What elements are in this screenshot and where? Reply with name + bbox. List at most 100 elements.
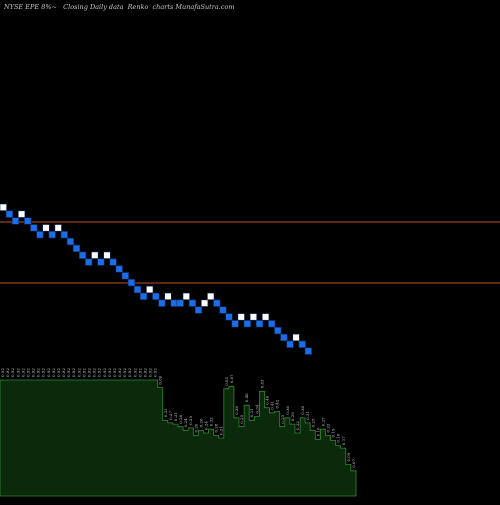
renko-brick-17-down: [97, 258, 105, 266]
volume-label-44: 0.21: [219, 426, 224, 435]
renko-brick-49-up: [292, 333, 300, 342]
renko-brick-21-down: [121, 272, 129, 280]
renko-brick-50-down: [298, 340, 306, 348]
renko-brick-24-down: [140, 292, 148, 300]
renko-brick-33-down: [194, 306, 203, 314]
volume-label-40: 0.26: [198, 418, 203, 427]
renko-brick-39-down: [231, 320, 239, 328]
renko-brick-29-down: [170, 299, 178, 307]
volume-label-3: 0.92: [10, 368, 15, 377]
volume-label-29: 0.92: [142, 368, 147, 377]
renko-brick-47-down: [280, 333, 288, 342]
volume-label-18: 0.92: [87, 368, 92, 377]
volume-area: [0, 379, 357, 497]
volume-label-39: 0.20: [193, 423, 198, 432]
volume-label-63: 0.16: [315, 427, 320, 436]
renko-brick-18-up: [103, 251, 111, 259]
renko-brick-13-down: [72, 244, 81, 253]
renko-brick-3-down: [11, 217, 20, 225]
volume-label-32: 0.86: [158, 375, 163, 384]
renko-brick-28-up: [164, 292, 172, 300]
volume-label-15: 0.92: [71, 368, 76, 377]
volume-label-12: 0.92: [56, 368, 61, 377]
renko-brick-26-down: [152, 292, 160, 300]
volume-label-34: 0.27: [168, 411, 173, 420]
header-change: 8%~: [41, 3, 57, 11]
renko-brick-5-down: [24, 217, 32, 225]
renko-brick-14-down: [79, 251, 87, 259]
volume-label-49: 0.48: [244, 393, 249, 402]
volume-label-17: 0.92: [81, 368, 86, 377]
volume-label-48: 0.25: [239, 414, 244, 423]
renko-brick-31-up: [182, 292, 190, 300]
volume-label-47: 0.36: [234, 405, 239, 414]
volume-label-42: 0.32: [209, 417, 214, 426]
renko-brick-7-down: [36, 231, 44, 239]
renko-brick-1-up: [0, 203, 7, 211]
renko-brick-40-up: [237, 313, 245, 321]
volume-label-43: 0.28: [214, 423, 219, 432]
volume-label-6: 0.92: [26, 368, 31, 377]
renko-brick-46-down: [274, 326, 282, 335]
volume-label-50: 0.31: [249, 408, 254, 417]
header-caption: Closing Daily data: [63, 3, 123, 11]
volume-label-19: 0.92: [92, 368, 97, 377]
volume-label-8: 0.92: [36, 368, 41, 377]
volume-label-59: 0.22: [295, 421, 300, 430]
header-text: NYSE EPE 8%~ Closing Daily data Renko ch…: [3, 3, 235, 11]
volume-label-53: 0.46: [265, 395, 270, 404]
volume-label-61: 0.31: [305, 411, 310, 420]
volume-label-20: 0.92: [97, 368, 102, 377]
volume-label-13: 0.92: [61, 368, 66, 377]
renko-brick-4-up: [17, 210, 26, 218]
renko-brick-9-down: [48, 231, 56, 239]
renko-brick-37-down: [219, 306, 227, 314]
renko-brick-11-down: [60, 231, 68, 239]
volume-label-2: 0.92: [5, 368, 10, 377]
volume-label-56: 0.25: [280, 414, 285, 423]
renko-brick-15-down: [85, 258, 93, 266]
renko-brick-51-down: [304, 347, 312, 355]
volume-label-62: 0.25: [310, 418, 315, 427]
header-chart-kind: Renko: [127, 3, 149, 11]
renko-brick-2-down: [5, 210, 13, 218]
volume-label-9: 0.92: [41, 368, 46, 377]
volume-label-31: 0.92: [153, 368, 158, 377]
volume-label-52: 0.83: [259, 379, 264, 388]
renko-brick-20-down: [115, 265, 123, 273]
header-site: charts MunafaSutra.com: [153, 3, 235, 11]
volume-label-57: 0.36: [285, 405, 290, 414]
volume-label-70: 0.07: [351, 458, 356, 467]
volume-label-51: 0.34: [254, 404, 259, 413]
volume-label-41: 0.24: [204, 421, 209, 430]
volume-label-37: 0.24: [183, 418, 188, 427]
volume-label-1: 0.92: [0, 368, 5, 377]
header-ticker: NYSE EPE: [3, 3, 39, 11]
renko-brick-48-down: [286, 340, 294, 348]
renko-brick-12-down: [66, 237, 74, 246]
renko-brick-27-down: [158, 299, 166, 307]
volume-label-36: 0.28: [178, 414, 183, 423]
volume-label-58: 0.29: [290, 412, 295, 421]
volume-label-26: 0.92: [127, 368, 132, 377]
volume-label-27: 0.92: [132, 368, 137, 377]
volume-label-30: 0.92: [148, 368, 153, 377]
volume-label-7: 0.92: [31, 368, 36, 377]
renko-brick-10-up: [54, 224, 62, 232]
renko-brick-34-up: [201, 299, 209, 307]
renko-brick-25-up: [146, 285, 154, 294]
chart-header: NYSE EPE 8%~ Closing Daily data Renko ch…: [3, 3, 235, 11]
renko-brick-44-up: [261, 313, 270, 321]
volume-label-35: 0.31: [173, 412, 178, 421]
renko-brick-42-up: [249, 313, 258, 321]
volume-label-69: 0.09: [346, 452, 351, 461]
volume-label-68: 0.17: [341, 436, 346, 445]
renko-brick-23-down: [133, 285, 142, 294]
volume-panel: [0, 379, 357, 497]
volume-label-45: 0.85: [224, 376, 229, 385]
renko-brick-30-down: [176, 299, 184, 307]
renko-brick-43-down: [255, 320, 264, 328]
volume-label-38: 0.25: [188, 416, 193, 425]
renko-brick-38-down: [225, 313, 233, 321]
